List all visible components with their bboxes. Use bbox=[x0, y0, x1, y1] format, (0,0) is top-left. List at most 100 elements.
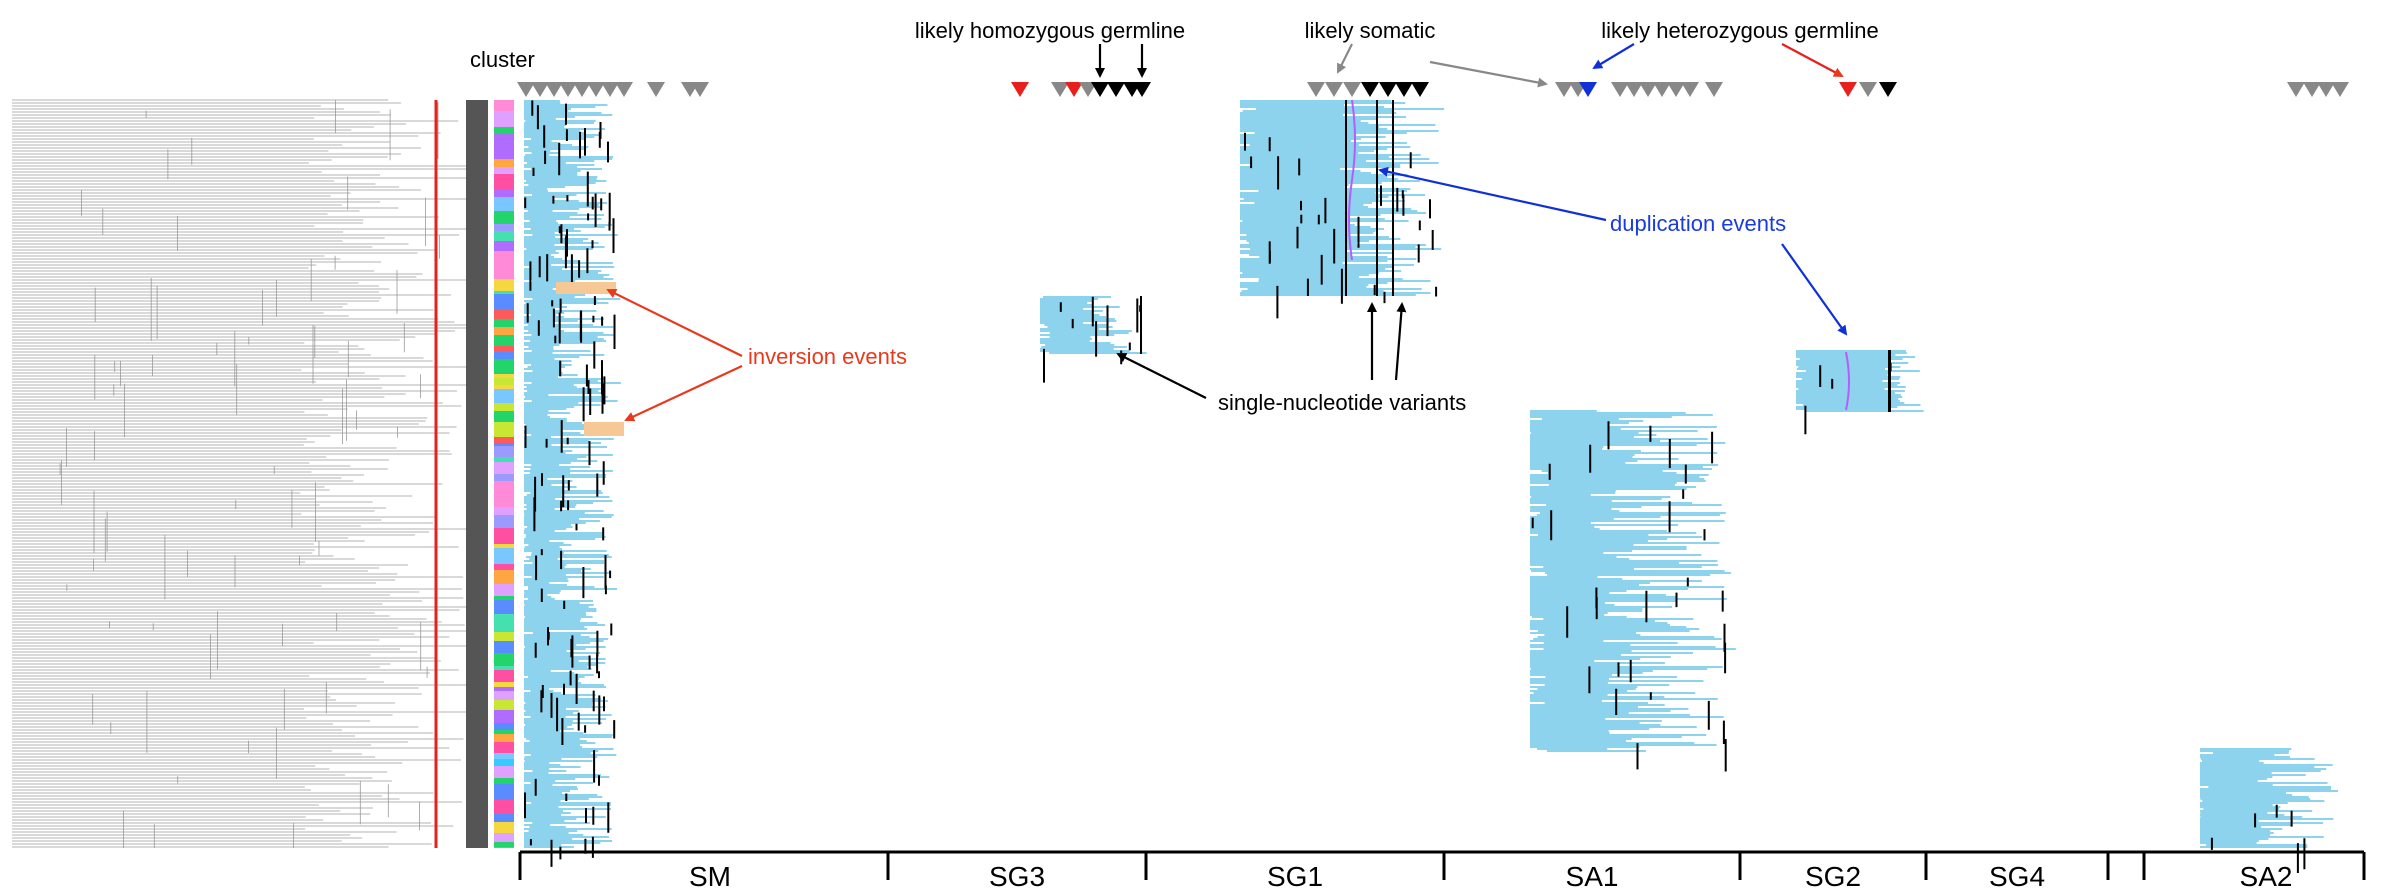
annotation-arrows bbox=[606, 43, 1848, 422]
marker-sg2-gray bbox=[1859, 82, 1877, 97]
marker-sm-8 bbox=[647, 82, 665, 97]
cluster-color-cell bbox=[494, 359, 514, 371]
cluster-color-cell bbox=[494, 670, 514, 682]
cluster-color-cell bbox=[494, 437, 514, 443]
cluster-color-cell bbox=[494, 291, 514, 294]
segment-label-SG1: SG1 bbox=[1267, 861, 1323, 892]
block-sg2 bbox=[1796, 350, 1924, 412]
cluster-color-cell bbox=[494, 618, 514, 632]
cluster-color-cell bbox=[494, 682, 514, 687]
cluster-color-cell bbox=[494, 570, 514, 584]
cluster-color-cell bbox=[494, 319, 514, 327]
variant-markers bbox=[517, 82, 2349, 97]
cluster-color-cell bbox=[494, 371, 514, 374]
inversion-region-1 bbox=[556, 282, 616, 294]
cluster-color-cell bbox=[494, 641, 514, 653]
cluster-color-cell bbox=[494, 596, 514, 600]
cluster-color-cell bbox=[494, 111, 514, 127]
marker-sg3-2 bbox=[1065, 82, 1083, 97]
marker-sm-5 bbox=[587, 82, 605, 97]
cluster-label: cluster bbox=[470, 47, 535, 72]
arrow-snv-3 bbox=[1394, 302, 1407, 381]
marker-homozygous-1 bbox=[1107, 82, 1125, 97]
block-sa2 bbox=[2200, 748, 2338, 848]
marker-sa1-6 bbox=[1705, 82, 1723, 97]
block-sg3-snvs bbox=[1043, 296, 1142, 383]
cluster-color-cell bbox=[494, 231, 514, 241]
cluster-color-cell bbox=[494, 327, 514, 335]
cluster-color-cell bbox=[494, 310, 514, 319]
segment-label-SG4: SG4 bbox=[1989, 861, 2045, 892]
snv-column-5 bbox=[1888, 350, 1891, 412]
cluster-color-cell bbox=[494, 457, 514, 462]
marker-sa1-1 bbox=[1625, 82, 1643, 97]
marker-sm-4 bbox=[573, 82, 591, 97]
arrow-duplication-1 bbox=[1378, 166, 1607, 222]
arrow-duplication-2 bbox=[1781, 243, 1848, 336]
marker-sa2-3 bbox=[2331, 82, 2349, 97]
dendrogram-branches bbox=[12, 99, 479, 848]
cluster-color-cell bbox=[494, 385, 514, 389]
marker-sm-0 bbox=[517, 82, 535, 97]
arrow-heterozygous-red bbox=[1781, 43, 1844, 77]
cluster-color-cell bbox=[494, 352, 514, 359]
cluster-color-cell bbox=[494, 687, 514, 691]
cluster-color-cell bbox=[494, 800, 514, 814]
cluster-color-cell bbox=[494, 224, 514, 231]
cluster-color-cell bbox=[494, 600, 514, 614]
marker-sg1-gray-2 bbox=[1343, 82, 1361, 97]
segment-label-SG2: SG2 bbox=[1805, 861, 1861, 892]
cluster-color-cell bbox=[494, 723, 514, 730]
cluster-color-cell bbox=[494, 822, 514, 833]
snv-column-2 bbox=[1376, 100, 1378, 296]
marker-heterozygous-blue bbox=[1579, 82, 1597, 97]
segment-label-SA1: SA1 bbox=[1566, 861, 1619, 892]
marker-sm-1 bbox=[531, 82, 549, 97]
cluster-color-cell bbox=[494, 374, 514, 378]
annotation-single-nucleotide-variants: single-nucleotide variants bbox=[1218, 390, 1466, 415]
annotation-somatic: likely somatic bbox=[1305, 18, 1436, 43]
cluster-color-cell bbox=[494, 528, 514, 544]
cluster-color-cell bbox=[494, 422, 514, 437]
marker-sa1-3 bbox=[1653, 82, 1671, 97]
marker-sm-3 bbox=[559, 82, 577, 97]
marker-sg1-gray-1 bbox=[1325, 82, 1343, 97]
marker-sa1-0 bbox=[1611, 82, 1629, 97]
cluster-color-cell bbox=[494, 446, 514, 457]
snv-column-3 bbox=[1392, 100, 1394, 296]
marker-sm-7 bbox=[615, 82, 633, 97]
cluster-color-cell bbox=[494, 294, 514, 310]
marker-sg1-black-2 bbox=[1395, 82, 1413, 97]
annotation-inversion-events: inversion events bbox=[748, 344, 907, 369]
snv-column-4 bbox=[1140, 296, 1142, 354]
cluster-color-cell bbox=[494, 411, 514, 422]
segment-label-SM: SM bbox=[689, 861, 731, 892]
read-heatmap bbox=[524, 99, 2338, 873]
cluster-color-cell bbox=[494, 847, 514, 848]
cluster-color-cell bbox=[494, 127, 514, 133]
marker-sa2-1 bbox=[2303, 82, 2321, 97]
cluster-color-cell bbox=[494, 443, 514, 446]
cluster-color-cell bbox=[494, 766, 514, 778]
marker-sg1-black-0 bbox=[1361, 82, 1379, 97]
marker-sa1-5 bbox=[1681, 82, 1699, 97]
block-sm bbox=[524, 100, 621, 848]
marker-sm-6 bbox=[601, 82, 619, 97]
dendrogram-leaf-block bbox=[466, 100, 488, 848]
cluster-color-cell bbox=[494, 507, 514, 515]
cluster-color-cell bbox=[494, 742, 514, 753]
marker-sg1-black-3 bbox=[1411, 82, 1429, 97]
cluster-color-cell bbox=[494, 753, 514, 759]
cluster-color-cell bbox=[494, 691, 514, 700]
cluster-color-cell bbox=[494, 842, 514, 847]
cluster-color-cell bbox=[494, 481, 514, 492]
marker-sa2-2 bbox=[2317, 82, 2335, 97]
marker-sa1-4 bbox=[1667, 82, 1685, 97]
block-sa1 bbox=[1530, 410, 1736, 752]
segment-label-SG3: SG3 bbox=[989, 861, 1045, 892]
cluster-color-cell bbox=[494, 197, 514, 211]
cluster-color-cell bbox=[494, 632, 514, 641]
cluster-color-cell bbox=[494, 346, 514, 352]
arrow-snv-1 bbox=[1116, 353, 1207, 399]
cluster-color-cell bbox=[494, 734, 514, 742]
